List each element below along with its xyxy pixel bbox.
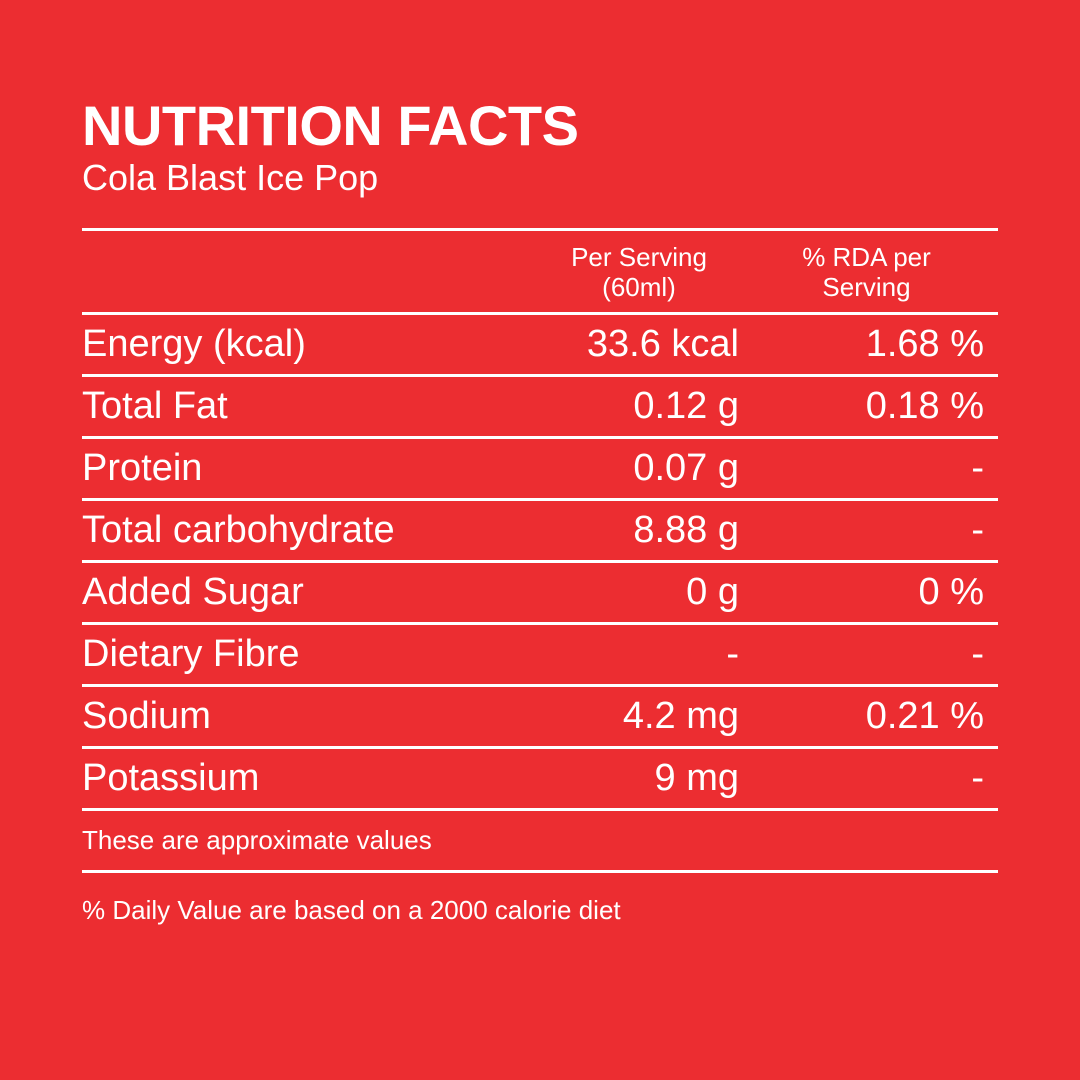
table-row: Potassium 9 mg -: [82, 749, 998, 811]
per-serving-header: Per Serving (60ml): [539, 242, 739, 302]
nutrition-table: Per Serving (60ml) % RDA per Serving Ene…: [82, 228, 998, 873]
per-serving-value: 0.12 g: [633, 385, 739, 427]
table-row: Total Fat 0.12 g 0.18 %: [82, 377, 998, 439]
per-serving-value: 8.88 g: [633, 509, 739, 551]
nutrition-facts-panel: NUTRITION FACTS Cola Blast Ice Pop Per S…: [82, 96, 998, 926]
approximate-values-note: These are approximate values: [82, 811, 998, 873]
rda-value: 0.21 %: [865, 695, 984, 737]
per-serving-value: 0 g: [686, 571, 739, 613]
nutrient-name: Total Fat: [82, 385, 228, 427]
rda-header-line1: % RDA per: [802, 241, 931, 272]
nutrient-name: Added Sugar: [82, 571, 304, 613]
rda-header-line2: Serving: [822, 271, 911, 302]
table-row: Dietary Fibre - -: [82, 625, 998, 687]
per-serving-value: 33.6 kcal: [586, 323, 739, 365]
daily-value-footnote: % Daily Value are based on a 2000 calori…: [82, 895, 621, 925]
per-serving-value: 0.07 g: [633, 447, 739, 489]
per-serving-value: -: [726, 633, 739, 675]
rda-value: 0.18 %: [865, 385, 984, 427]
table-header-row: Per Serving (60ml) % RDA per Serving: [82, 231, 998, 315]
product-name: Cola Blast Ice Pop: [82, 157, 379, 198]
per-serving-header-line2: (60ml): [602, 271, 676, 302]
nutrient-name: Total carbohydrate: [82, 509, 395, 551]
nutrient-name: Sodium: [82, 695, 211, 737]
rda-value: 1.68 %: [865, 323, 984, 365]
rda-value: -: [971, 757, 984, 799]
table-row: Energy (kcal) 33.6 kcal 1.68 %: [82, 315, 998, 377]
table-row: Protein 0.07 g -: [82, 439, 998, 501]
table-row: Total carbohydrate 8.88 g -: [82, 501, 998, 563]
nutrient-name: Energy (kcal): [82, 323, 306, 365]
per-serving-value: 9 mg: [654, 757, 739, 799]
table-row: Sodium 4.2 mg 0.21 %: [82, 687, 998, 749]
per-serving-header-line1: Per Serving: [571, 241, 707, 272]
rda-value: 0 %: [918, 571, 984, 613]
rda-value: -: [971, 447, 984, 489]
rda-value: -: [971, 633, 984, 675]
rda-header: % RDA per Serving: [739, 242, 998, 302]
per-serving-value: 4.2 mg: [622, 695, 739, 737]
nutrient-name: Protein: [82, 447, 203, 489]
page-title: NUTRITION FACTS: [82, 94, 579, 157]
nutrient-name: Potassium: [82, 757, 260, 799]
nutrient-name: Dietary Fibre: [82, 633, 300, 675]
table-row: Added Sugar 0 g 0 %: [82, 563, 998, 625]
rda-value: -: [971, 509, 984, 551]
